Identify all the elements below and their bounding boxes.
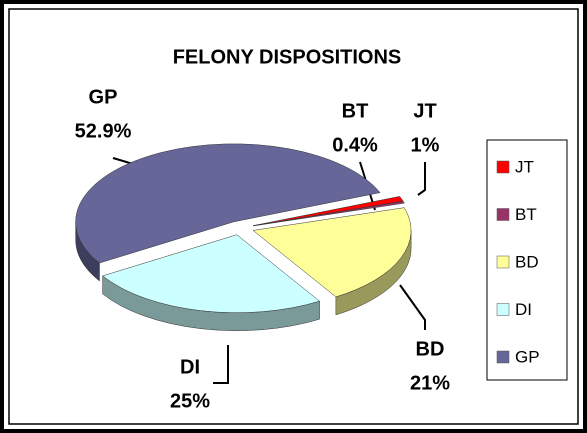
legend-label: BT bbox=[515, 205, 537, 224]
legend-swatch bbox=[496, 350, 510, 364]
slice-label: BD bbox=[416, 338, 445, 360]
slice bbox=[75, 143, 381, 264]
slice bbox=[252, 207, 412, 298]
slice-value: 21% bbox=[410, 372, 450, 394]
legend-label: DI bbox=[515, 300, 532, 319]
slice-value: 1% bbox=[411, 134, 440, 156]
leader-line bbox=[213, 345, 229, 384]
legend-label: GP bbox=[515, 347, 540, 366]
chart-title: FELONY DISPOSITIONS bbox=[173, 46, 402, 68]
inner-border bbox=[8, 8, 579, 425]
slice bbox=[253, 196, 404, 226]
legend-swatch bbox=[496, 160, 510, 174]
slice-value: 52.9% bbox=[75, 120, 132, 142]
legend-swatch bbox=[496, 255, 510, 269]
legend-label: BD bbox=[515, 252, 539, 271]
leader-line bbox=[417, 162, 426, 196]
slice bbox=[102, 234, 321, 313]
legend-swatch bbox=[496, 303, 510, 316]
slice-label: BT bbox=[342, 100, 369, 122]
legend-swatch bbox=[496, 208, 510, 221]
slice-value: 0.4% bbox=[332, 134, 378, 156]
slice-label: GP bbox=[89, 86, 118, 108]
slice bbox=[253, 200, 405, 227]
slice-label: DI bbox=[180, 356, 200, 378]
legend-label: JT bbox=[515, 157, 534, 176]
slice-value: 25% bbox=[170, 390, 210, 412]
pie bbox=[75, 143, 412, 331]
slice-label: JT bbox=[413, 100, 436, 122]
leader-line bbox=[399, 284, 426, 330]
